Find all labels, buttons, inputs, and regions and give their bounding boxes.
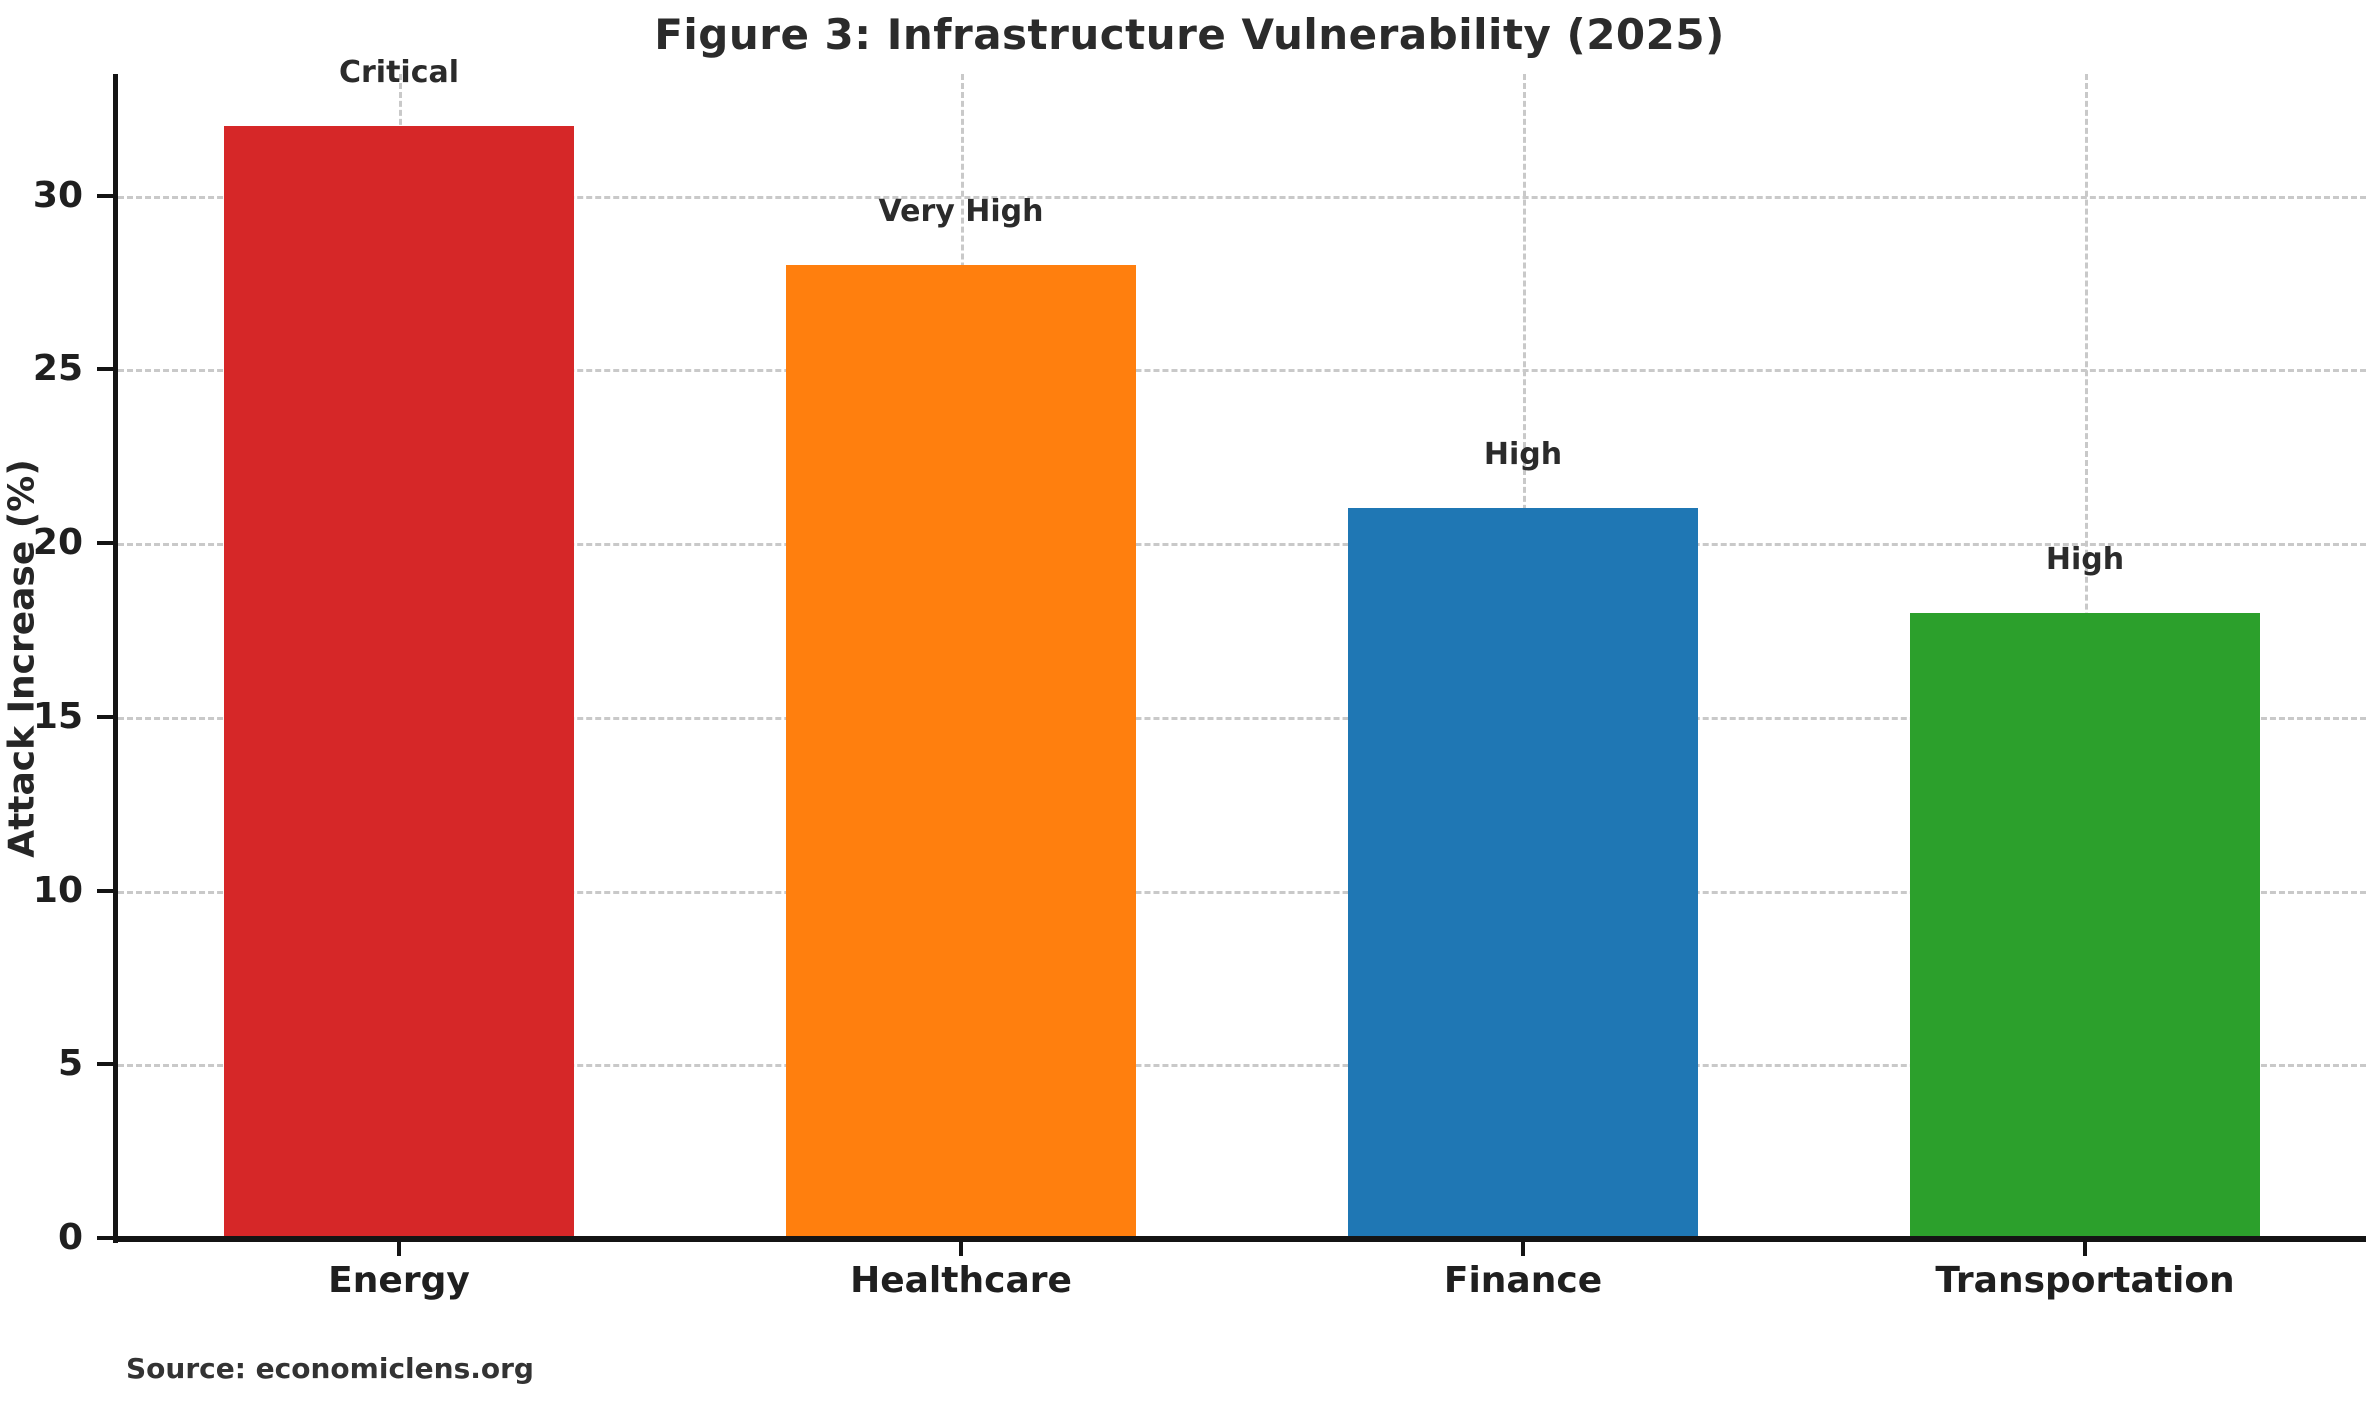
x-tick-mark-healthcare: [959, 1242, 963, 1256]
x-tick-label-energy: Energy: [328, 1260, 470, 1301]
plot-area: 0 5 10 15 20 25 30 Critical Energy Very High Healt…: [33, 55, 2366, 1301]
x-tick-mark-energy: [397, 1242, 401, 1256]
bar-energy: [224, 126, 574, 1238]
y-axis-label: Attack Increase (%): [1, 459, 43, 858]
y-axis-spine: [113, 74, 118, 1243]
gridline-horizontal-10: [118, 890, 2366, 894]
source-caption: Source: economiclens.org: [126, 1352, 534, 1385]
y-tick-label-25: 25: [32, 348, 83, 390]
bar-healthcare: [786, 265, 1136, 1238]
y-tick-mark-10: [97, 888, 113, 893]
x-tick-label-transportation: Transportation: [1935, 1260, 2235, 1301]
x-tick-mark-finance: [1521, 1242, 1525, 1256]
bar-value-label-transportation: High: [2045, 541, 2125, 577]
y-tick-label-30: 30: [32, 174, 83, 216]
x-tick-label-healthcare: Healthcare: [850, 1260, 1072, 1301]
y-tick-mark-25: [97, 367, 113, 372]
bar-value-label-healthcare: Very High: [878, 194, 1044, 230]
bar-transportation: [1910, 612, 2260, 1238]
y-tick-label-0: 0: [57, 1217, 83, 1258]
bar-value-label-energy: Critical: [338, 55, 460, 91]
chart-title: Figure 3: Infrastructure Vulnerability (…: [654, 10, 1725, 59]
bar-finance: [1348, 508, 1698, 1238]
x-tick-label-finance: Finance: [1443, 1260, 1603, 1301]
y-tick-mark-0: [97, 1236, 113, 1240]
y-tick-label-15: 15: [32, 695, 83, 737]
y-tick-label-5: 5: [57, 1043, 83, 1085]
x-tick-mark-transportation: [2083, 1242, 2087, 1256]
bar-value-label-finance: High: [1483, 437, 1563, 473]
y-tick-mark-20: [97, 541, 113, 546]
x-axis-spine: [113, 1236, 2366, 1242]
gridline-horizontal-20: [118, 543, 2366, 547]
gridline-horizontal-15: [118, 716, 2366, 720]
gridline-horizontal-30: [118, 195, 2366, 199]
gridline-horizontal-25: [118, 369, 2366, 373]
gridline-horizontal-5: [118, 1064, 2366, 1068]
y-tick-mark-5: [97, 1062, 113, 1067]
y-tick-label-10: 10: [32, 869, 83, 911]
y-tick-mark-15: [97, 714, 113, 719]
y-tick-mark-30: [97, 193, 113, 198]
y-tick-label-20: 20: [32, 522, 83, 564]
